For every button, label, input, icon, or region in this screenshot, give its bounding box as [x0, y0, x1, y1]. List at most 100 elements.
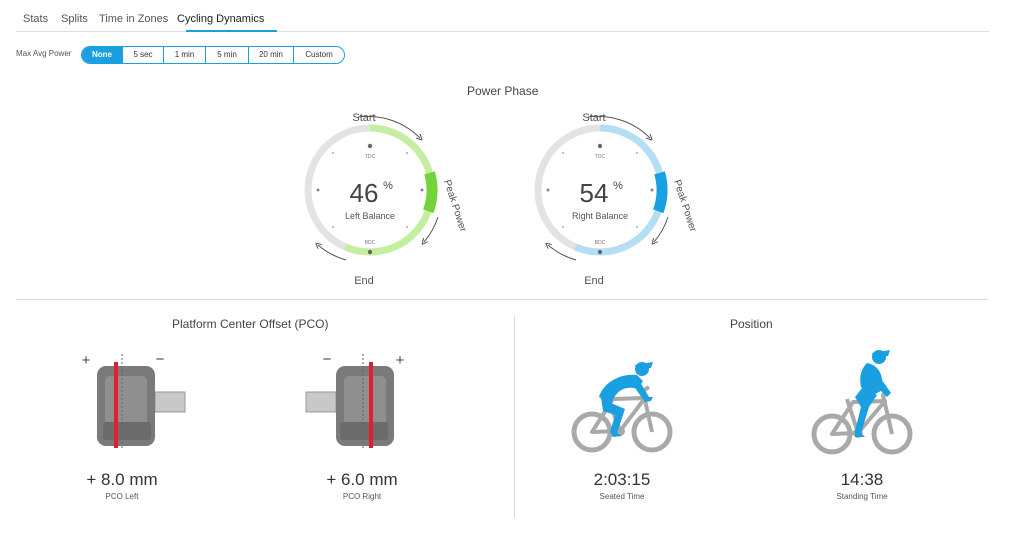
tab-bar: Stats Splits Time in Zones Cycling Dynam…: [16, 0, 989, 32]
torso: [599, 374, 643, 405]
pedal-cleat: [103, 422, 151, 440]
tdc-dot: [367, 143, 373, 149]
tick-dot: [316, 188, 320, 192]
tick-dot: [636, 152, 638, 154]
helmet: [635, 362, 653, 369]
bdc-dot: [367, 249, 373, 255]
standing-time-label: Standing Time: [836, 492, 888, 501]
bdc-label: BDC: [365, 240, 376, 246]
arm: [633, 377, 653, 402]
peak-arrow-icon: [424, 216, 439, 242]
arm: [871, 373, 891, 397]
seated-time-label: Seated Time: [599, 492, 645, 501]
wheel: [631, 411, 673, 453]
rider: [855, 350, 891, 437]
tick-dot: [650, 188, 654, 192]
minus-sign: −: [156, 351, 165, 368]
tick-dot: [562, 226, 564, 228]
option-5-sec[interactable]: 5 sec: [123, 47, 164, 63]
left-balance-value: 46: [350, 178, 379, 208]
helmet: [872, 350, 890, 357]
pco-left-value: + 8.0 mm: [86, 470, 158, 489]
bdc-dot: [597, 249, 603, 255]
max-avg-power-label: Max Avg Power: [16, 49, 72, 58]
leg: [855, 387, 877, 437]
position-riders: [571, 350, 913, 455]
pco-right-label: PCO Right: [342, 492, 382, 501]
column-divider: [514, 315, 515, 518]
minus-sign: −: [323, 351, 332, 368]
percent-sign: %: [613, 180, 623, 192]
peak-power-phase-arc: [423, 171, 438, 214]
start-label: Start: [352, 112, 375, 124]
peak-power-label: Peak Power: [671, 179, 698, 234]
left-power-phase-gauge: TDC BDC Start End Peak Power 46 % Left B…: [304, 112, 468, 287]
pedal-cleat: [340, 422, 388, 440]
pco-left-label: PCO Left: [105, 492, 139, 501]
pedal-platform: [344, 376, 386, 434]
leg: [601, 397, 625, 437]
seated-rider-icon: [571, 362, 673, 453]
right-balance-value: 54: [580, 178, 609, 208]
peak-arrow-icon: [654, 216, 669, 242]
percent-sign: %: [383, 180, 393, 192]
wheel: [871, 413, 913, 455]
pco-pedals: + − − +: [82, 351, 405, 448]
tick-dot: [406, 226, 408, 228]
section-divider: [16, 299, 989, 300]
end-label: End: [584, 275, 604, 287]
pco-offset-marker: [369, 362, 373, 448]
left-balance-label: Left Balance: [345, 211, 395, 221]
left-pedal-icon: + −: [82, 351, 186, 448]
torso: [860, 363, 883, 397]
tick-dot: [420, 188, 424, 192]
tdc-label: TDC: [365, 154, 376, 160]
tdc-label: TDC: [595, 154, 606, 160]
tick-dot: [546, 188, 550, 192]
right-balance-label: Right Balance: [572, 211, 628, 221]
rider: [599, 362, 653, 437]
tab-time-in-zones[interactable]: Time in Zones: [99, 13, 169, 25]
option-5-min[interactable]: 5 min: [206, 47, 249, 63]
pedal-spindle: [305, 391, 337, 413]
option-none[interactable]: None: [82, 47, 123, 63]
power-phase-title: Power Phase: [467, 84, 539, 98]
bike: [571, 385, 673, 453]
tick-dot: [332, 226, 334, 228]
peak-power-label: Peak Power: [441, 179, 468, 234]
right-pedal-icon: − +: [305, 351, 405, 448]
tab-stats[interactable]: Stats: [23, 13, 49, 25]
pco-right-value: + 6.0 mm: [326, 470, 398, 489]
position-title: Position: [730, 317, 773, 331]
tab-splits[interactable]: Splits: [61, 13, 88, 25]
tab-cycling-dynamics[interactable]: Cycling Dynamics: [177, 13, 265, 25]
pco-offset-marker: [114, 362, 118, 448]
option-1-min[interactable]: 1 min: [164, 47, 206, 63]
end-arrow-icon: [548, 245, 577, 261]
option-custom[interactable]: Custom: [305, 50, 333, 59]
end-arrow-icon: [318, 245, 347, 261]
start-arrow-icon: [587, 115, 650, 138]
pco-title: Platform Center Offset (PCO): [172, 317, 329, 331]
plus-sign: +: [396, 352, 405, 369]
tick-dot: [562, 152, 564, 154]
end-label: End: [354, 275, 374, 287]
tdc-dot: [597, 143, 603, 149]
max-avg-power-selector: None 5 sec 1 min 5 min 20 min Custom: [81, 46, 345, 64]
bdc-label: BDC: [595, 240, 606, 246]
tick-dot: [406, 152, 408, 154]
option-20-min[interactable]: 20 min: [249, 47, 294, 63]
start-arrow-icon: [357, 115, 420, 138]
right-power-phase-gauge: TDC BDC Start End Peak Power 54 % Right …: [534, 112, 698, 287]
tick-dot: [636, 226, 638, 228]
power-phase-gauges: TDC BDC Start End Peak Power 46 % Left B…: [304, 112, 698, 287]
seated-time-value: 2:03:15: [593, 470, 651, 489]
standing-time-value: 14:38: [840, 470, 884, 489]
plus-sign: +: [82, 352, 91, 369]
start-label: Start: [582, 112, 605, 124]
tick-dot: [332, 152, 334, 154]
pedal-spindle: [154, 391, 186, 413]
peak-power-phase-arc: [653, 171, 668, 214]
active-tab-indicator: [186, 30, 277, 32]
standing-rider-icon: [811, 350, 913, 455]
